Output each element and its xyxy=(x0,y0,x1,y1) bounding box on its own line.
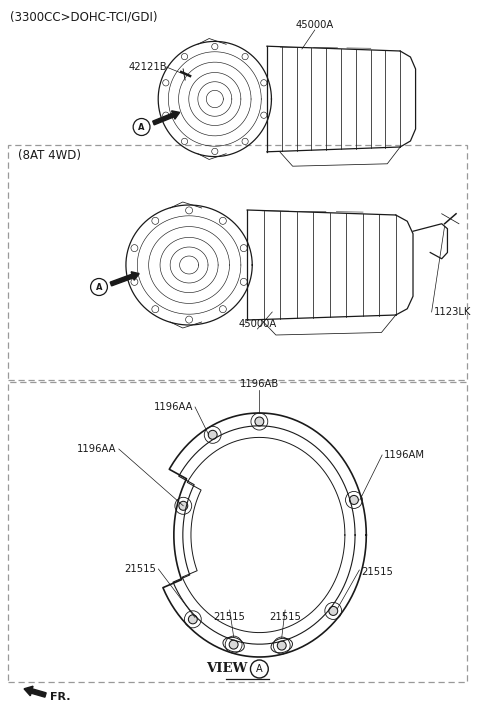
Text: A: A xyxy=(138,123,145,132)
Circle shape xyxy=(329,606,338,616)
Circle shape xyxy=(255,417,264,426)
Text: 21515: 21515 xyxy=(361,567,393,577)
Circle shape xyxy=(188,615,197,624)
Circle shape xyxy=(277,641,286,650)
Text: 42121B: 42121B xyxy=(129,62,168,72)
Text: FR.: FR. xyxy=(50,692,71,702)
Text: (3300CC>DOHC-TCI/GDI): (3300CC>DOHC-TCI/GDI) xyxy=(10,11,157,24)
Circle shape xyxy=(349,495,359,505)
Text: 21515: 21515 xyxy=(124,564,156,574)
Circle shape xyxy=(179,502,188,510)
Text: 1196AA: 1196AA xyxy=(154,402,193,412)
Circle shape xyxy=(229,640,238,649)
Text: 1196AB: 1196AB xyxy=(240,379,279,389)
Text: A: A xyxy=(256,664,263,674)
Text: 21515: 21515 xyxy=(269,612,301,622)
Text: 45000A: 45000A xyxy=(238,319,276,329)
Text: (8AT 4WD): (8AT 4WD) xyxy=(18,149,81,162)
Text: 1196AA: 1196AA xyxy=(77,444,117,454)
FancyArrow shape xyxy=(110,272,139,286)
Bar xyxy=(8,145,467,380)
Text: 1196AM: 1196AM xyxy=(384,450,425,460)
Text: VIEW: VIEW xyxy=(206,662,248,675)
Text: 45000A: 45000A xyxy=(296,20,334,30)
Text: 21515: 21515 xyxy=(214,612,246,622)
FancyArrow shape xyxy=(24,686,46,697)
FancyArrow shape xyxy=(153,111,180,125)
Text: 1123LK: 1123LK xyxy=(433,307,471,317)
Circle shape xyxy=(208,430,217,439)
Text: A: A xyxy=(96,283,102,292)
Bar xyxy=(8,382,467,682)
